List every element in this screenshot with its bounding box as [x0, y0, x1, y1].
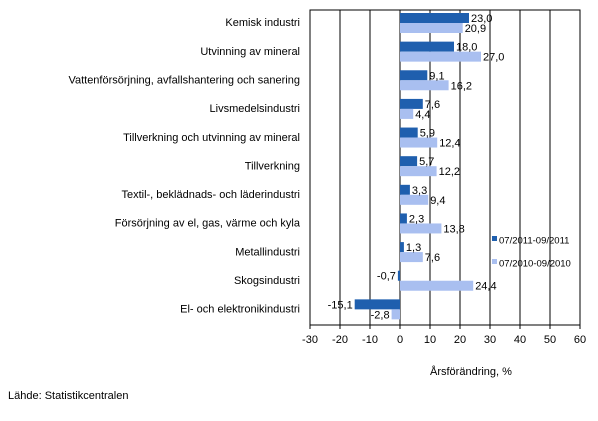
bar-series-1	[400, 184, 410, 195]
value-label: 9,4	[430, 195, 445, 207]
bar-series-2	[400, 23, 463, 33]
value-label: 12,2	[439, 166, 460, 178]
legend-label: 07/2010-09/2010	[499, 259, 571, 270]
bar-series-2	[400, 194, 429, 205]
category-labels: Kemisk industri Utvinning av mineral Vatte…	[68, 17, 300, 315]
value-label: -15,1	[328, 299, 353, 311]
bars	[354, 13, 481, 320]
bar-series-1	[397, 270, 400, 281]
tick-label: 40	[514, 334, 526, 346]
category-label: Skogsindustri	[234, 275, 300, 287]
tick-label: -20	[332, 334, 348, 346]
tick-label: 0	[397, 334, 403, 346]
value-label: -2,8	[371, 309, 390, 321]
source-note: Lähde: Statistikcentralen	[8, 390, 129, 402]
bar-series-1	[354, 299, 400, 310]
value-label: 24,4	[475, 281, 496, 293]
tick-label: -10	[362, 334, 378, 346]
bar-series-1	[400, 70, 428, 81]
bar-series-2	[400, 280, 474, 291]
value-label: 18,0	[456, 42, 477, 54]
value-label: 3,3	[412, 185, 427, 197]
category-label: Utvinning av mineral	[200, 46, 300, 58]
category-label: Metallindustri	[235, 246, 300, 258]
value-label: 7,6	[425, 252, 440, 264]
category-label: Textil-, beklädnads- och läderindustri	[121, 189, 300, 201]
bar-series-1	[400, 41, 454, 52]
tick-label: 20	[454, 334, 466, 346]
bar-series-2	[400, 252, 423, 263]
category-label: Kemisk industri	[225, 17, 300, 29]
bar-series-1	[400, 98, 423, 109]
value-label: 7,6	[425, 99, 440, 111]
legend-swatch	[492, 259, 497, 264]
category-label: Försörjning av el, gas, värme och kyla	[115, 218, 301, 230]
tick-label: 10	[424, 334, 436, 346]
value-label: 27,0	[483, 52, 504, 64]
bar-series-2	[400, 223, 442, 234]
value-label: 16,2	[451, 80, 472, 92]
value-label: -0,7	[377, 271, 396, 283]
tick-label: -30	[302, 334, 318, 346]
value-label: 2,3	[409, 213, 424, 225]
tick-label: 60	[574, 334, 586, 346]
category-label: Tillverkning och utvinning av mineral	[123, 132, 300, 144]
category-label: Tillverkning	[245, 160, 300, 172]
value-label: 9,1	[429, 70, 444, 82]
x-axis-ticks: -30 -20 -10 0 10 20 30 40 50 60	[302, 325, 586, 346]
bar-series-1	[400, 156, 418, 167]
value-labels: 23,020,918,027,09,116,27,64,45,912,45,71…	[328, 13, 505, 321]
value-label: 20,9	[465, 23, 486, 35]
value-label: 5,7	[419, 156, 434, 168]
legend-label: 07/2011-09/2011	[499, 236, 569, 247]
tick-label: 50	[544, 334, 556, 346]
value-label: 23,0	[471, 13, 492, 25]
plot-frame	[309, 9, 581, 326]
bar-series-1	[400, 127, 418, 138]
bar-series-1	[400, 13, 469, 23]
bar-series-2	[400, 51, 481, 62]
bar-series-2	[400, 80, 449, 91]
category-label: Vattenförsörjning, avfallshantering och …	[68, 74, 300, 86]
legend-swatch	[492, 236, 497, 241]
value-label: 13,8	[443, 223, 464, 235]
value-label: 5,9	[420, 128, 435, 140]
bar-series-2	[400, 137, 438, 148]
bar-series-2	[391, 309, 400, 320]
value-label: 1,3	[406, 242, 421, 254]
value-label: 12,4	[439, 138, 460, 150]
x-axis-title: Årsförändring, %	[430, 365, 512, 378]
category-label: Livsmedelsindustri	[210, 103, 300, 115]
bar-series-1	[400, 213, 407, 224]
category-label: El- och elektronikindustri	[180, 304, 300, 316]
legend: 07/2011-09/2011 07/2010-09/2010	[492, 236, 571, 270]
bar-series-2	[400, 166, 437, 177]
tick-label: 30	[484, 334, 496, 346]
bar-series-2	[400, 108, 414, 119]
bar-series-1	[400, 242, 404, 253]
value-label: 4,4	[415, 109, 430, 121]
